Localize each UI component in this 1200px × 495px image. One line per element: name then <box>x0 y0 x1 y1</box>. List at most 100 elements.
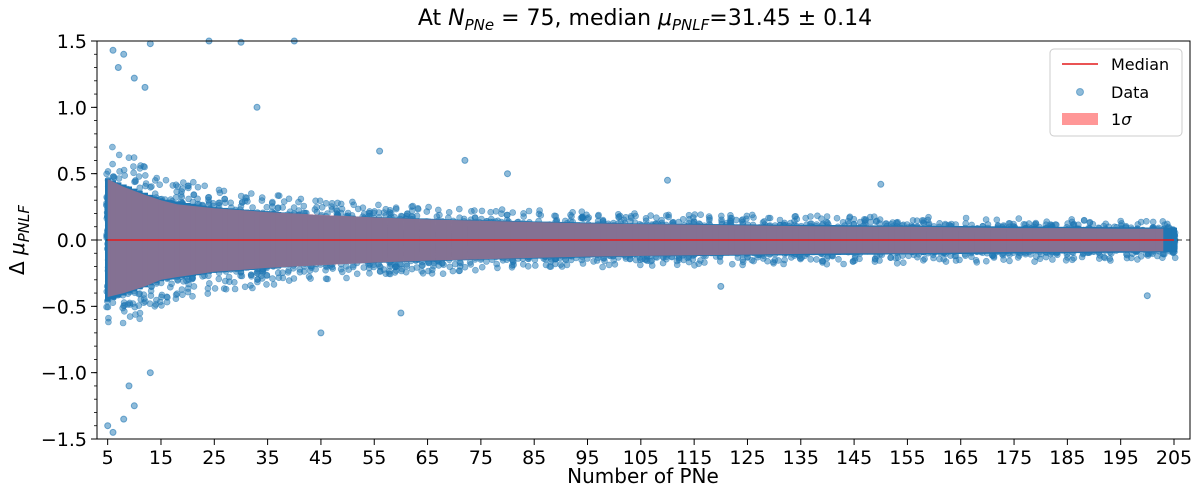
data-point <box>823 213 831 220</box>
data-point <box>605 261 613 269</box>
data-point <box>386 209 394 216</box>
data-point <box>892 254 899 262</box>
data-point <box>840 260 847 268</box>
data-point <box>322 275 330 283</box>
data-point <box>151 302 159 310</box>
data-point <box>397 261 405 268</box>
data-point <box>142 172 149 179</box>
data-point <box>156 181 163 188</box>
data-point <box>781 256 788 264</box>
data-point <box>583 211 590 219</box>
data-point <box>467 261 475 268</box>
data-point <box>274 192 282 199</box>
data-point <box>201 182 208 190</box>
data-point <box>537 212 545 219</box>
data-point <box>115 175 123 182</box>
data-point <box>455 267 463 275</box>
data-point <box>285 195 293 203</box>
data-point <box>525 207 533 215</box>
data-point <box>194 183 202 191</box>
data-point <box>119 319 127 327</box>
data-point <box>338 205 346 213</box>
data-point <box>211 285 219 292</box>
data-point <box>445 209 453 216</box>
data-point <box>105 318 112 326</box>
data-point <box>140 163 147 170</box>
data-point <box>765 214 772 222</box>
data-point <box>270 281 278 288</box>
data-point <box>135 173 143 180</box>
data-point <box>338 268 346 276</box>
data-point <box>148 183 155 190</box>
data-point <box>221 195 228 203</box>
data-point <box>238 272 246 280</box>
data-point <box>701 259 708 266</box>
data-point <box>503 211 511 219</box>
data-point <box>551 212 558 220</box>
data-point <box>103 170 110 178</box>
data-point <box>305 273 313 280</box>
data-point <box>172 181 180 189</box>
data-point <box>914 253 921 261</box>
data-point <box>487 208 495 216</box>
data-point <box>386 267 393 275</box>
data-point <box>563 261 571 269</box>
data-point <box>807 255 815 263</box>
data-point <box>493 260 501 268</box>
data-point <box>492 208 500 215</box>
data-point <box>136 315 143 323</box>
data-point <box>647 212 655 219</box>
data-point <box>136 309 144 317</box>
data-point <box>375 201 382 209</box>
data-point <box>557 261 564 268</box>
data-point <box>164 294 171 301</box>
data-point <box>791 213 799 220</box>
data-point <box>697 211 705 218</box>
data-point <box>705 216 713 224</box>
data-point <box>136 184 144 192</box>
data-point <box>173 290 181 298</box>
data-point <box>414 205 422 212</box>
data-point <box>833 214 841 222</box>
data-point <box>764 257 771 265</box>
data-point <box>508 263 516 271</box>
data-point <box>471 207 478 214</box>
data-point <box>329 265 337 272</box>
data-point <box>648 262 656 269</box>
data-point <box>520 213 528 220</box>
data-point <box>328 200 336 207</box>
data-point <box>343 262 350 270</box>
data-point <box>856 255 863 263</box>
data-point <box>177 191 185 198</box>
data-point <box>876 257 883 264</box>
data-point <box>673 261 681 269</box>
data-point <box>158 302 165 309</box>
data-point <box>220 187 228 195</box>
data-point <box>109 143 116 151</box>
data-point <box>918 217 926 224</box>
data-point <box>189 292 196 300</box>
data-point <box>568 213 575 220</box>
data-point <box>147 287 155 295</box>
data-point <box>184 182 192 190</box>
data-point <box>919 256 927 264</box>
data-point <box>717 212 725 220</box>
data-point <box>679 216 687 223</box>
data-point <box>269 275 276 282</box>
data-point <box>190 178 197 186</box>
data-point <box>109 160 116 168</box>
data-point <box>184 285 192 292</box>
data-point <box>739 261 746 269</box>
data-point <box>689 256 697 263</box>
data-point <box>436 211 443 219</box>
data-point <box>263 203 271 211</box>
data-point <box>110 173 117 180</box>
data-point <box>109 299 117 307</box>
data-point <box>455 205 463 213</box>
data-point <box>119 304 126 312</box>
data-point <box>204 285 212 292</box>
data-point <box>478 207 486 215</box>
data-point <box>284 268 292 276</box>
data-point <box>263 281 270 288</box>
